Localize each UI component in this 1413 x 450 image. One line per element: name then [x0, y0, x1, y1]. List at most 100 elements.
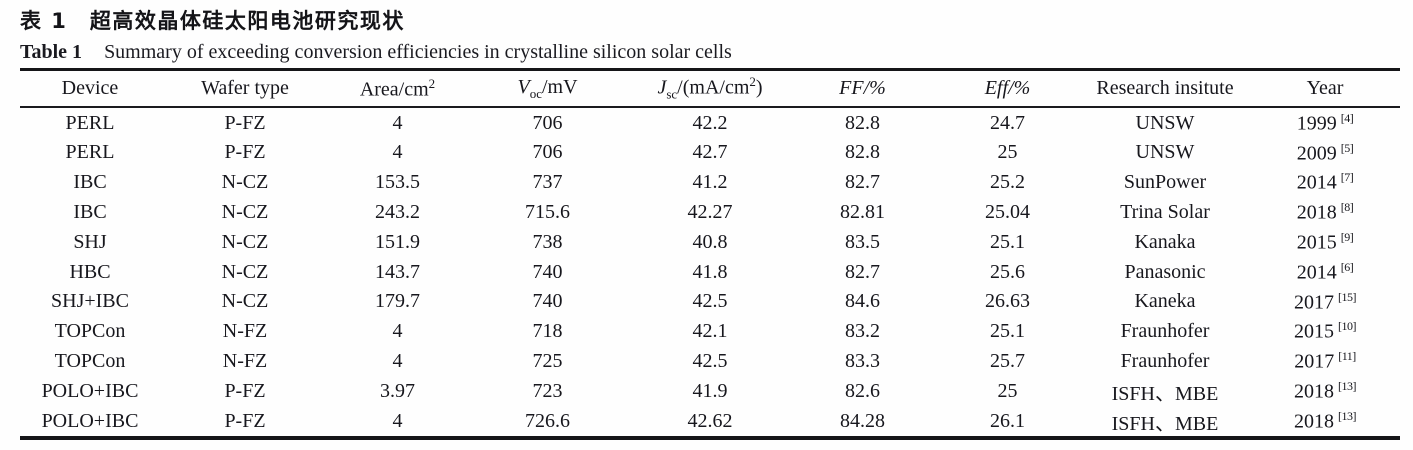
table-row: PERL P-FZ 4 706 42.2 82.8 24.7 UNSW 1999 [4] [20, 107, 1400, 138]
year-value: 2018 [1296, 201, 1337, 224]
year-value: 2015 [1296, 231, 1337, 254]
citation-ref: [13] [1338, 408, 1357, 423]
year-value: 2017 [1294, 291, 1334, 314]
cell-wafer: P-FZ [224, 379, 266, 402]
cell-eff: 25.7 [990, 350, 1025, 373]
cell-jsc: 42.2 [692, 111, 728, 134]
column-header-jsc: Jsc/(mA/cm2) [630, 69, 790, 109]
cell-ff: 82.8 [845, 141, 880, 164]
cell-voc: 718 [532, 320, 563, 343]
header-segment: Device [61, 77, 119, 100]
year-value: 2017 [1294, 350, 1335, 373]
header-segment: Wafer type [201, 77, 289, 100]
cell-wafer: N-CZ [221, 230, 269, 253]
cell-eff: 25 [997, 379, 1018, 402]
cell-jsc: 42.27 [687, 201, 733, 224]
citation-ref: [8] [1340, 200, 1354, 215]
table-row: PERL P-FZ 4 706 42.7 82.8 25 UNSW 2009 [5] [20, 138, 1400, 168]
table-title-chinese: 表 1 超高效晶体硅太阳电池研究现状 [20, 9, 405, 33]
column-header-institute: Research insitute [1080, 69, 1250, 109]
cell-wafer: N-FZ [222, 320, 268, 343]
cell-area: 153.5 [375, 171, 420, 194]
table-row: IBC N-CZ 153.5 737 41.2 82.7 25.2 SunPower 2014[… [20, 168, 1400, 198]
cell-year: 2015 [10] [1250, 317, 1400, 347]
cell-eff: 25.2 [990, 171, 1025, 194]
cell-wafer: N-CZ [221, 290, 269, 313]
citation-ref: [9] [1340, 230, 1354, 244]
cell-institute: Fraunhofer [1120, 350, 1210, 373]
year-value: 1999 [1296, 112, 1337, 135]
cell-eff: 25.1 [990, 320, 1025, 343]
citation-ref: [13] [1338, 378, 1357, 393]
cell-voc: 723 [532, 379, 563, 402]
cell-voc: 706 [532, 141, 563, 164]
cell-wafer: P-FZ [224, 409, 266, 432]
solar-cell-summary-table: Device Wafer type Area/cm2 Voc/mV Jsc/(mA/cm… [20, 68, 1400, 441]
cell-wafer: N-FZ [222, 350, 268, 373]
cell-wafer: N-CZ [221, 201, 269, 224]
header-segment: V [517, 75, 530, 98]
table-title-english: Table 1 Summary of exceeding conversion e… [20, 41, 1400, 64]
cell-wafer: N-CZ [221, 260, 269, 283]
cell-device: SHJ [73, 230, 107, 253]
cell-area: 4 [392, 111, 403, 134]
cell-ff: 82.6 [845, 379, 880, 402]
cell-year: 2018 [13] [1250, 406, 1400, 438]
cell-institute: SunPower [1123, 171, 1207, 194]
table-row: IBC N-CZ 243.2 715.6 42.27 82.81 25.04 Trina So… [20, 198, 1400, 228]
cell-ff: 84.28 [840, 409, 885, 432]
citation-ref: [5] [1340, 140, 1354, 155]
cell-voc: 737 [532, 171, 563, 194]
cell-year: 2017 [11] [1250, 347, 1400, 377]
citation-ref: [10] [1338, 319, 1357, 334]
cell-institute: UNSW [1135, 111, 1195, 134]
cell-ff: 82.8 [845, 111, 880, 134]
cell-year: 2018 [8] [1250, 198, 1400, 228]
table-row: SHJ+IBC N-CZ 179.7 740 42.5 84.6 26.63 Kaneka 20… [20, 287, 1400, 317]
table-row: TOPCon N-FZ 4 725 42.5 83.3 25.7 Fraunhofer 2017… [20, 347, 1400, 377]
cell-eff: 25.04 [985, 201, 1030, 224]
year-value: 2018 [1294, 410, 1334, 433]
cell-device: POLO+IBC [41, 409, 139, 432]
cell-area: 4 [392, 320, 403, 343]
header-segment: Research insitute [1096, 77, 1234, 100]
cell-voc: 706 [532, 111, 563, 134]
cell-year: 2018 [13] [1250, 376, 1400, 406]
cell-area: 151.9 [375, 230, 420, 253]
cell-institute: ISFH、MBE [1111, 382, 1219, 405]
header-segment: sc [666, 87, 678, 103]
year-value: 2018 [1294, 380, 1334, 403]
cell-eff: 25 [997, 141, 1018, 164]
citation-ref: [11] [1338, 349, 1356, 364]
cell-device: PERL [65, 141, 115, 164]
table-header-row: Device Wafer type Area/cm2 Voc/mV Jsc/(mA/cm… [20, 69, 1400, 109]
cell-device: PERL [65, 111, 115, 134]
cell-area: 243.2 [375, 201, 420, 224]
cell-eff: 24.7 [990, 111, 1025, 134]
cell-institute: ISFH、MBE [1111, 412, 1219, 435]
header-segment: FF [839, 77, 864, 100]
cell-area: 3.97 [380, 379, 415, 402]
table-row: POLO+IBC P-FZ 3.97 723 41.9 82.6 25 ISFH、MBE 201… [20, 376, 1400, 406]
cell-eff: 26.1 [990, 409, 1025, 432]
cell-ff: 82.7 [845, 171, 880, 194]
cell-jsc: 41.9 [692, 379, 728, 402]
column-header-eff: Eff/% [935, 69, 1080, 109]
cell-institute: UNSW [1135, 141, 1195, 164]
header-segment: /(mA/cm [677, 77, 750, 100]
cell-area: 179.7 [375, 290, 420, 313]
cell-institute: Trina Solar [1120, 201, 1210, 224]
header-segment: Eff [984, 77, 1009, 100]
cell-voc: 726.6 [525, 409, 570, 432]
cell-voc: 715.6 [525, 201, 570, 224]
cell-ff: 83.2 [845, 320, 880, 343]
cell-jsc: 42.5 [692, 290, 728, 313]
cell-institute: Fraunhofer [1120, 320, 1210, 343]
table-title-english-text: Summary of exceeding conversion efficien… [104, 41, 732, 64]
header-segment: /% [863, 77, 886, 100]
table-row: TOPCon N-FZ 4 718 42.1 83.2 25.1 Fraunhofer 2015… [20, 317, 1400, 347]
header-segment: 2 [749, 74, 756, 90]
citation-ref: [4] [1340, 110, 1354, 125]
cell-voc: 740 [532, 290, 563, 313]
